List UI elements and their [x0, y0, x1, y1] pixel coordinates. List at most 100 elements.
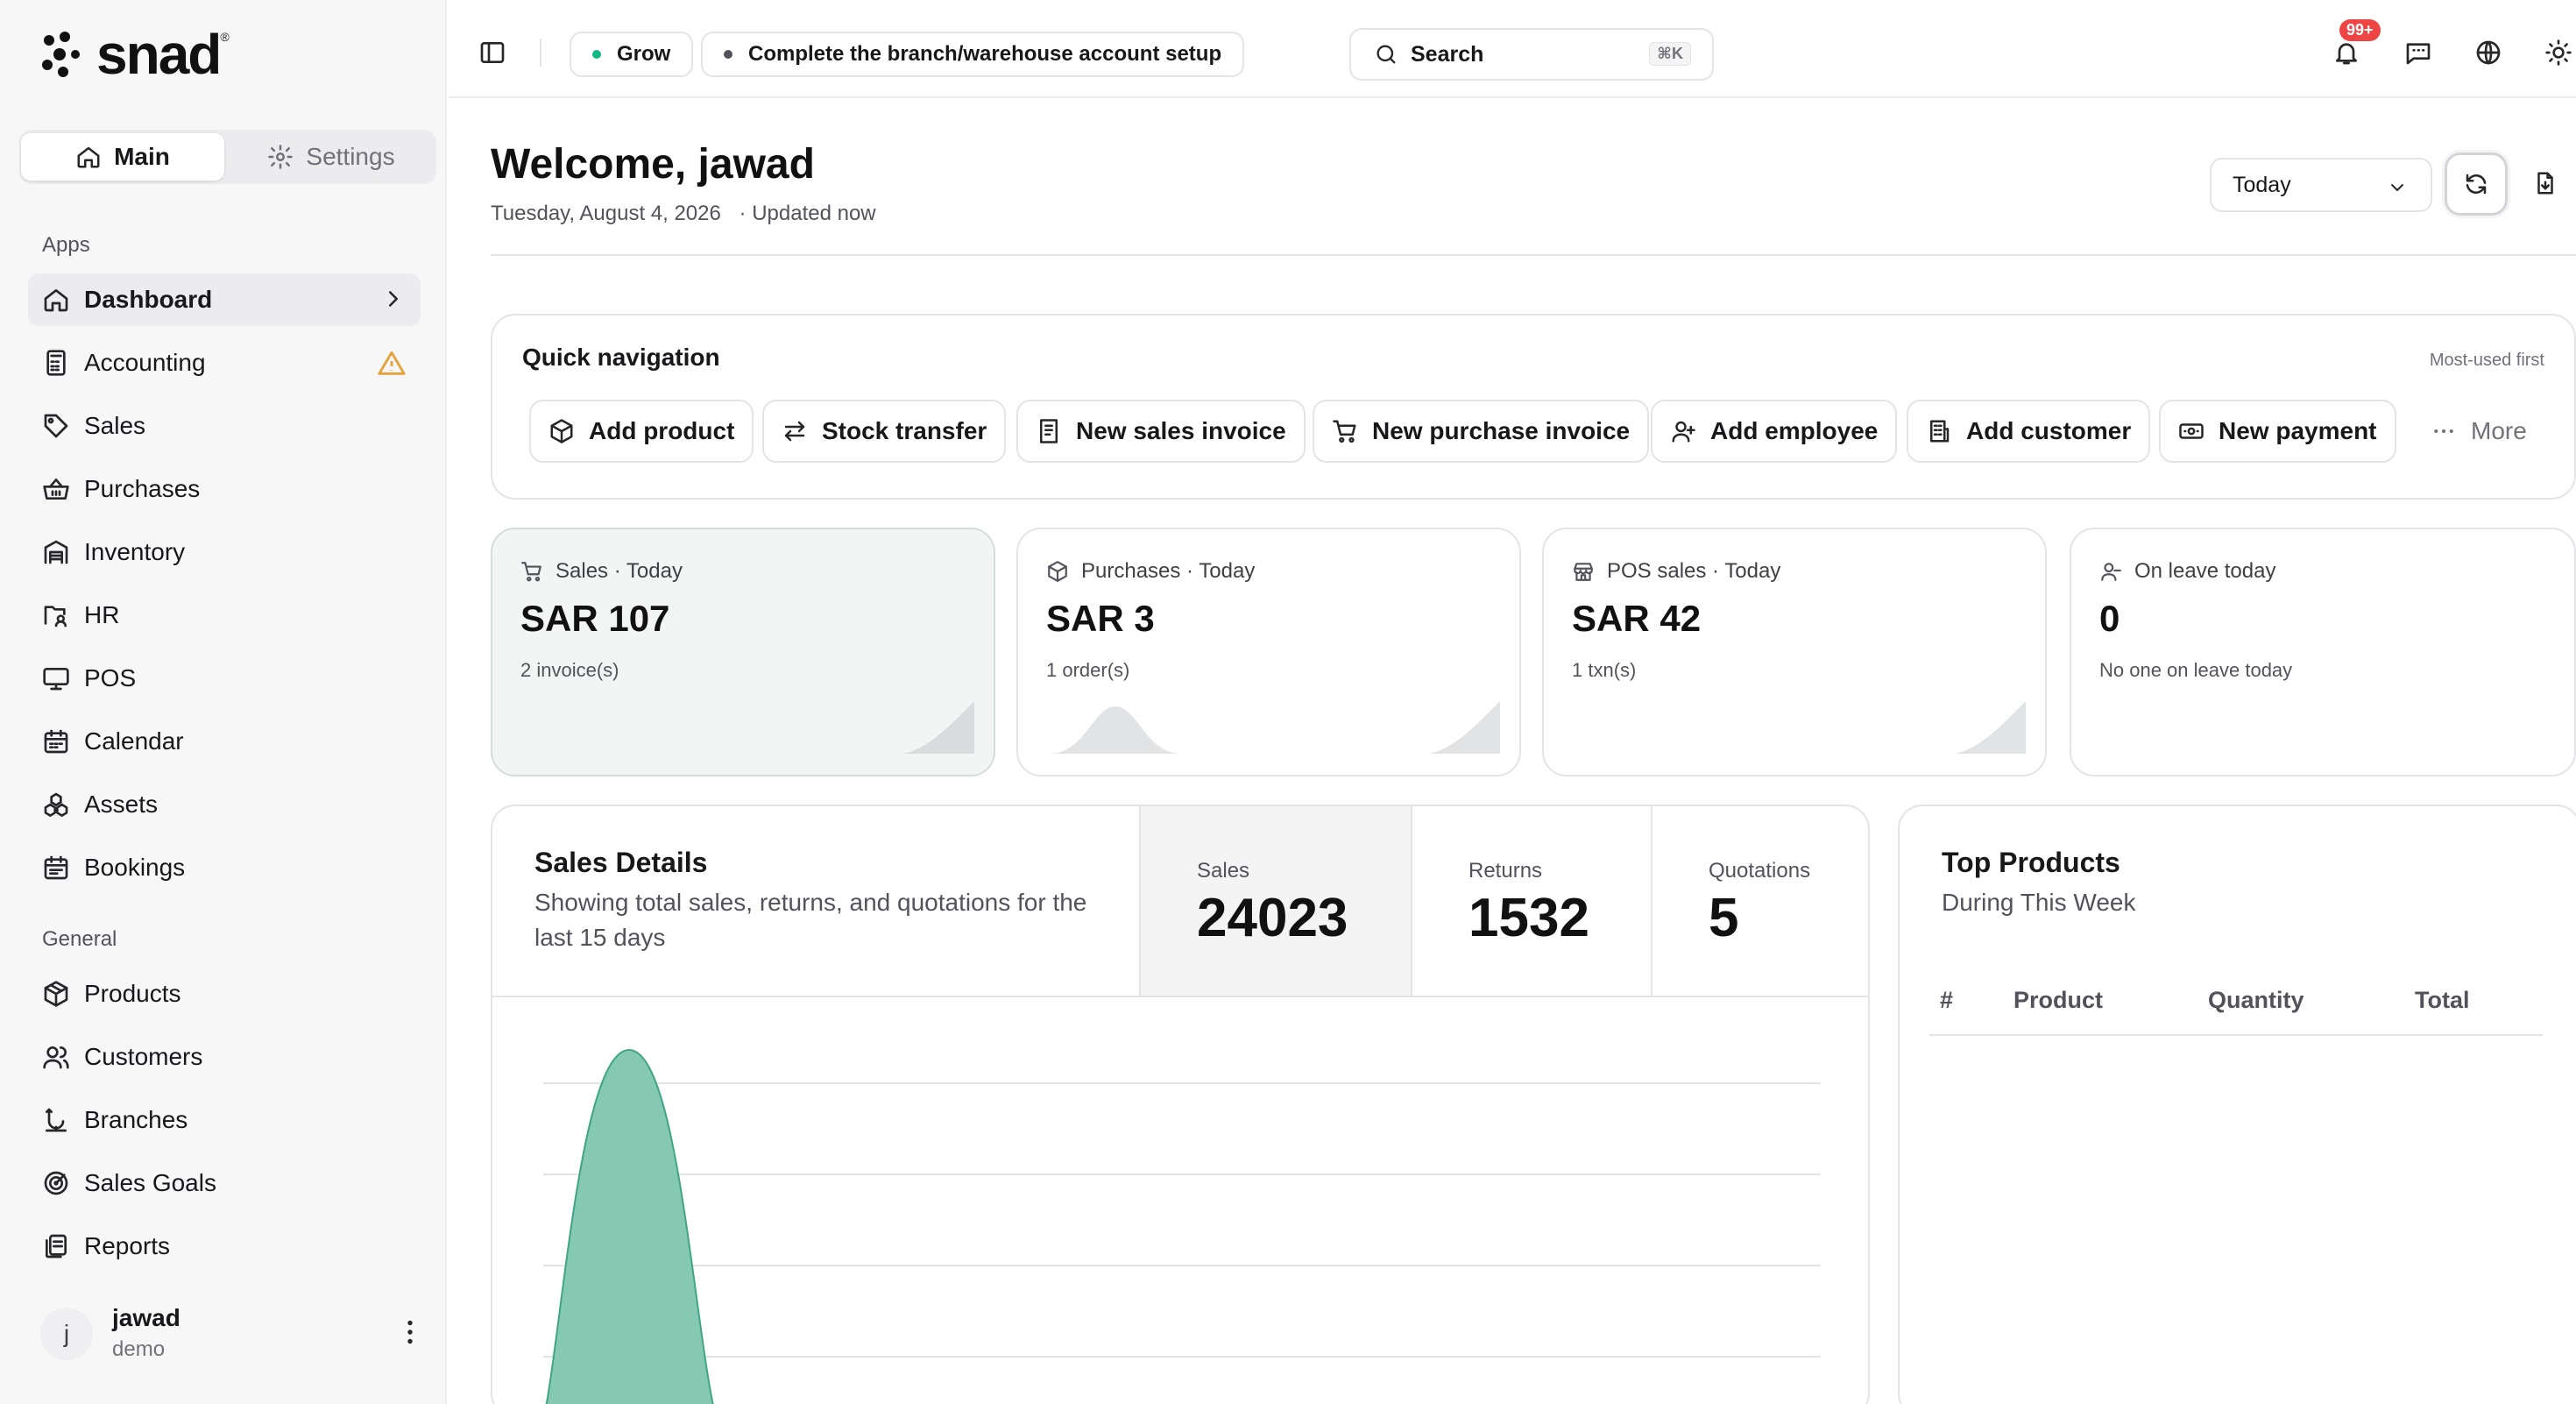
logo-mark-icon — [42, 32, 80, 77]
calculator-icon — [46, 350, 66, 376]
building-icon — [1930, 420, 1950, 443]
stat-card-purchases[interactable]: Purchases · Today SAR 3 1 order(s) — [1016, 528, 1521, 776]
metric-label: Returns — [1468, 859, 1543, 883]
sidebar-item-label: Reports — [84, 1232, 171, 1259]
sales-area-series — [545, 1048, 714, 1404]
home-icon — [77, 146, 100, 168]
column-header-quantity[interactable]: Quantity — [2208, 987, 2304, 1013]
stat-label-text: POS sales · Today — [1607, 559, 1781, 583]
general-section-label: General — [42, 927, 117, 951]
quick-navigation-title: Quick navigation — [522, 344, 720, 371]
more-vertical-icon[interactable] — [394, 1316, 426, 1348]
globe-icon[interactable] — [2474, 39, 2502, 67]
sidebar-item-bookings[interactable]: Bookings — [28, 841, 421, 894]
package-icon — [1048, 561, 1067, 582]
package-icon — [44, 981, 68, 1007]
stat-label: Sales · Today — [520, 559, 683, 584]
messages-icon[interactable] — [2404, 39, 2432, 67]
sidebar-item-customers[interactable]: Customers — [28, 1031, 421, 1083]
sidebar-item-hr[interactable]: HR — [28, 589, 421, 642]
stat-label-text: Sales · Today — [556, 559, 683, 583]
more-label: More — [2471, 417, 2527, 444]
more-horizontal-icon — [2434, 429, 2453, 433]
stat-label: On leave today — [2099, 559, 2275, 584]
metric-label: Quotations — [1709, 859, 1811, 883]
store-icon — [1574, 563, 1593, 581]
branch-icon — [46, 1108, 67, 1132]
stat-label: Purchases · Today — [1046, 559, 1255, 584]
user-role: demo — [112, 1337, 166, 1361]
stat-card-pos[interactable]: POS sales · Today SAR 42 1 txn(s) — [1542, 528, 2047, 776]
brand-name: snad — [96, 23, 222, 86]
stat-card-leave[interactable]: On leave today 0 No one on leave today — [2070, 528, 2576, 776]
bell-icon — [2336, 43, 2357, 65]
user-profile[interactable]: j jawad demo — [40, 1301, 426, 1367]
sales-details-description: Showing total sales, returns, and quotat… — [534, 889, 1087, 951]
sidebar-item-label: Bookings — [84, 854, 186, 881]
sidebar-item-label: Sales — [84, 412, 146, 439]
stat-sub: 1 order(s) — [1046, 659, 1130, 681]
stat-card-sales[interactable]: Sales · Today SAR 107 2 invoice(s) — [491, 528, 995, 776]
sidebar-item-accounting[interactable]: Accounting — [28, 337, 421, 389]
new-purchase-invoice-label: New purchase invoice — [1372, 417, 1631, 444]
sidebar-item-purchases[interactable]: Purchases — [28, 463, 421, 515]
tab-settings[interactable]: Settings — [230, 133, 433, 181]
sidebar-item-inventory[interactable]: Inventory — [28, 526, 421, 578]
search-input[interactable]: Search ⌘K — [1349, 28, 1714, 81]
sidebar-item-label: Dashboard — [84, 286, 213, 313]
metric-quotations[interactable]: Quotations 5 — [1651, 806, 1868, 996]
sidebar-toggle-icon[interactable] — [478, 39, 506, 67]
new-sales-invoice-button[interactable]: New sales invoice — [1016, 400, 1306, 463]
date-line: Tuesday, August 4, 2026 · Updated now — [491, 202, 876, 226]
status-dot — [592, 50, 601, 59]
sidebar-item-reports[interactable]: Reports — [28, 1220, 421, 1273]
sidebar-item-sales[interactable]: Sales — [28, 400, 421, 452]
stat-label-text: Purchases · Today — [1081, 559, 1256, 583]
metric-sales[interactable]: Sales 24023 — [1139, 806, 1411, 996]
sun-icon[interactable] — [2544, 39, 2572, 67]
add-product-button[interactable]: Add product — [529, 400, 754, 463]
period-select[interactable]: Today — [2210, 158, 2432, 212]
stat-value: SAR 3 — [1046, 598, 1155, 639]
sidebar-item-dashboard[interactable]: Dashboard — [28, 273, 421, 326]
top-products-title: Top Products — [1942, 847, 2120, 878]
stat-sub: 1 txn(s) — [1572, 659, 1637, 681]
refresh-button[interactable] — [2445, 152, 2508, 216]
metric-returns[interactable]: Returns 1532 — [1411, 806, 1651, 996]
new-payment-button[interactable]: New payment — [2159, 400, 2396, 463]
sidebar-item-assets[interactable]: Assets — [28, 778, 421, 831]
notifications-button[interactable]: 99+ — [2332, 19, 2381, 70]
registered-mark: ® — [220, 30, 230, 44]
sidebar-item-sales-goals[interactable]: Sales Goals — [28, 1157, 421, 1209]
sidebar: snad ® Main Settings Apps Dashboard Acco… — [0, 0, 447, 1404]
sidebar-item-label: Purchases — [84, 475, 201, 502]
stat-label: POS sales · Today — [1572, 559, 1780, 584]
add-employee-button[interactable]: Add employee — [1651, 400, 1898, 463]
stat-value: SAR 42 — [1572, 598, 1702, 639]
sidebar-item-products[interactable]: Products — [28, 968, 421, 1020]
brand-logo[interactable]: snad ® — [40, 26, 230, 82]
cart-icon — [1333, 420, 1356, 443]
sidebar-item-pos[interactable]: POS — [28, 652, 421, 705]
sidebar-item-label: Inventory — [84, 538, 186, 565]
more-button[interactable]: More — [2413, 400, 2544, 463]
setup-pill-label: Complete the branch/warehouse account se… — [748, 42, 1222, 66]
page-title: Welcome, jawad — [491, 141, 815, 188]
sidebar-item-calendar[interactable]: Calendar — [28, 715, 421, 768]
boxes-icon — [44, 792, 68, 817]
column-header-product[interactable]: Product — [2013, 987, 2104, 1013]
users-folder-icon — [44, 606, 67, 628]
quick-navigation-card: Quick navigation Most-used first Add pro… — [491, 314, 2576, 500]
new-purchase-invoice-button[interactable]: New purchase invoice — [1313, 400, 1650, 463]
header-divider — [491, 254, 2576, 256]
add-customer-button[interactable]: Add customer — [1907, 400, 2151, 463]
setup-pill[interactable]: Complete the branch/warehouse account se… — [701, 32, 1245, 77]
column-header-total[interactable]: Total — [2415, 987, 2470, 1013]
stock-transfer-button[interactable]: Stock transfer — [762, 400, 1007, 463]
user-minus-icon — [2101, 563, 2121, 581]
tab-main[interactable]: Main — [21, 133, 224, 181]
sidebar-item-branches[interactable]: Branches — [28, 1094, 421, 1146]
export-file-icon[interactable] — [2532, 170, 2558, 196]
grow-pill[interactable]: Grow — [570, 32, 694, 77]
notification-badge: 99+ — [2339, 19, 2381, 41]
